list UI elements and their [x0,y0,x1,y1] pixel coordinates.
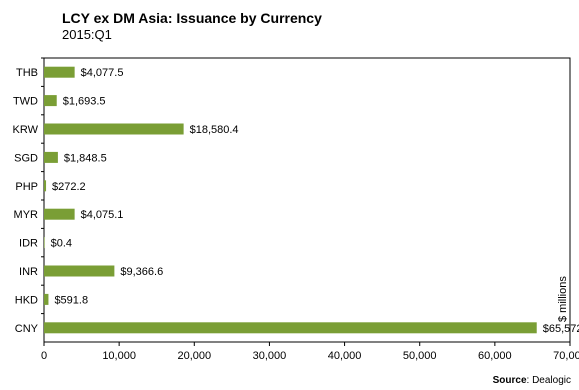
data-label-myr: $4,075.1 [81,209,124,221]
data-label-hkd: $591.8 [54,294,88,306]
y-tick-label-php: PHP [15,181,38,193]
bar-myr [44,208,75,220]
bar-inr [44,265,115,277]
y-tick-label-hkd: HKD [15,294,38,306]
chart-title: LCY ex DM Asia: Issuance by Currency [62,10,322,26]
source-label: Source [492,375,527,386]
x-tick-label: 10,000 [102,350,136,362]
data-label-cny: $65,572.3 [543,323,579,335]
y-tick-label-krw: KRW [13,124,39,136]
y-tick-label-thb: THB [16,67,38,79]
x-tick-label: 60,000 [478,350,512,362]
data-label-php: $272.2 [52,181,86,193]
y-tick-label-sgd: SGD [14,152,38,164]
x-tick-label: 20,000 [177,350,211,362]
x-tick-label: 30,000 [253,350,287,362]
bar-sgd [44,151,58,163]
data-label-inr: $9,366.6 [120,266,163,278]
bar-twd [44,95,57,107]
y-tick-label-idr: IDR [19,238,38,250]
x-tick-label: 40,000 [328,350,362,362]
y-tick-label-inr: INR [19,266,38,278]
bar-php [44,180,47,192]
bar-thb [44,66,75,78]
bar-krw [44,123,184,135]
chart-subtitle: 2015:Q1 [62,27,112,42]
data-label-twd: $1,693.5 [63,96,106,108]
x-tick-label: 70,000 [553,350,579,362]
bar-idr [44,237,45,249]
source-note: Source: Dealogic [493,375,571,386]
data-label-sgd: $1,848.5 [64,152,107,164]
y-tick-label-myr: MYR [14,209,39,221]
x-tick-label: 50,000 [403,350,437,362]
data-label-krw: $18,580.4 [190,124,239,136]
x-tick-label: 0 [41,350,47,362]
y-tick-label-twd: TWD [13,96,38,108]
data-label-thb: $4,077.5 [81,67,124,79]
unit-label: $ millions [557,276,569,322]
y-tick-label-cny: CNY [15,323,39,335]
data-label-idr: $0.4 [51,238,72,250]
bar-cny [44,322,537,334]
bar-hkd [44,293,49,305]
source-text: : Dealogic [526,375,571,386]
plot-frame [43,57,571,343]
